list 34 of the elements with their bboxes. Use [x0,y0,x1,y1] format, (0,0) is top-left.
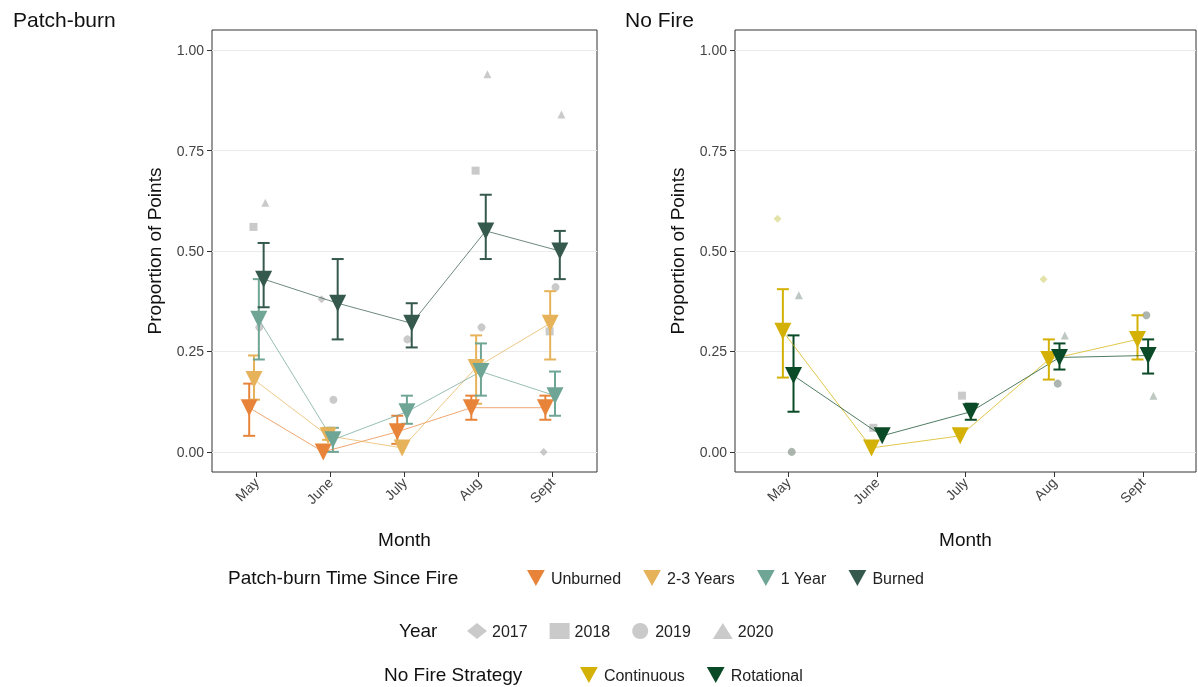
chart-title: No Fire [625,8,694,31]
y-tick-label: 0.25 [176,343,205,360]
y-tick-label: 0.00 [699,443,728,460]
y-tick-label: 1.00 [699,42,728,59]
legend-label: Burned [872,569,924,587]
legend-label: 2-3 Years [667,569,735,587]
legend-title: Patch-burn Time Since Fire [228,567,459,589]
y-tick-label: 0.75 [176,142,205,159]
legend-label: 2018 [574,622,611,640]
x-tick-label: July [942,474,972,504]
y-tick-label: 0.50 [176,243,205,259]
y-tick-label: 0.00 [176,443,205,460]
x-tick-label: Aug [455,474,485,504]
x-tick-label: July [381,474,411,504]
legend-label: 2019 [655,622,691,640]
text: Year [399,620,438,642]
x-axis-title: Month [378,529,431,550]
x-tick-label: May [232,474,263,505]
legend-label: 1 Year [780,569,827,587]
y-tick-label: 1.00 [176,42,205,59]
legend-label: Unburned [550,569,622,587]
legend-label: 2020 [737,622,774,640]
y-axis-title: Proportion of Points [667,167,688,335]
legend-label: Continuous [603,666,685,684]
y-tick-label: 0.75 [699,142,728,159]
y-tick-label: 0.25 [699,343,728,360]
legend-label: Rotational [730,666,803,684]
y-axis-title: Proportion of Points [144,167,165,335]
legend-title: No Fire Strategy [384,664,523,686]
legend-label: 2017 [492,622,528,640]
y-tick-label: 0.50 [699,243,728,259]
chart-title: Patch-burn [13,8,116,31]
x-axis-title: Month [939,529,992,550]
x-tick-label: Aug [1030,474,1060,504]
